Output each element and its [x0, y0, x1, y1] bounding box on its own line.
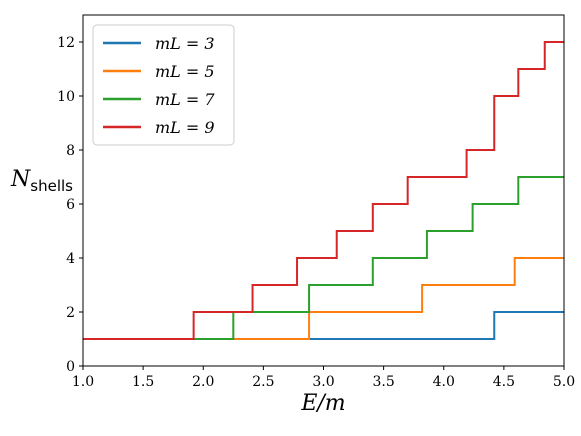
x-tick-label-8: 5.0: [553, 374, 575, 390]
legend-label-1: mL = 3: [155, 34, 215, 53]
x-tick-label-2: 2.0: [192, 374, 214, 390]
x-tick-label-6: 4.0: [433, 374, 455, 390]
y-axis-label-sub: shells: [30, 177, 73, 195]
y-axis-label-main: N: [10, 167, 31, 192]
x-axis-label: E/m: [300, 391, 345, 416]
x-tick-label-0: 1.0: [72, 374, 94, 390]
x-tick-label-1: 1.5: [132, 374, 154, 390]
y-tick-label-2: 4: [66, 251, 75, 267]
legend-box: [92, 24, 235, 146]
y-tick-label-5: 10: [57, 89, 75, 105]
legend-label-4: mL = 9: [155, 118, 215, 137]
x-tick-label-4: 3.0: [312, 374, 334, 390]
y-tick-label-6: 12: [57, 35, 75, 51]
series-layer: [83, 41, 564, 340]
y-tick-label-4: 8: [66, 143, 75, 159]
y-axis-label: Nshells: [10, 167, 73, 195]
x-tick-label-7: 4.5: [493, 374, 515, 390]
series-line-1: [83, 311, 564, 340]
y-tick-label-3: 6: [66, 197, 75, 213]
legend-label-3: mL = 7: [155, 90, 215, 109]
y-tick-label-1: 2: [66, 305, 75, 321]
ticks-layer: 1.0 1.5 2.0 2.5 3.0 3.5 4.0 4.5 5.0 0 2 4 6 8 10 12: [57, 35, 575, 390]
series-line-4: [83, 41, 564, 340]
legend: mL = 3 mL = 5 mL = 7 mL = 9: [92, 24, 235, 146]
x-tick-label-5: 3.5: [372, 374, 394, 390]
series-line-2: [83, 257, 564, 340]
y-tick-label-0: 0: [66, 359, 75, 375]
x-tick-label-3: 2.5: [252, 374, 274, 390]
legend-label-2: mL = 5: [155, 62, 215, 81]
